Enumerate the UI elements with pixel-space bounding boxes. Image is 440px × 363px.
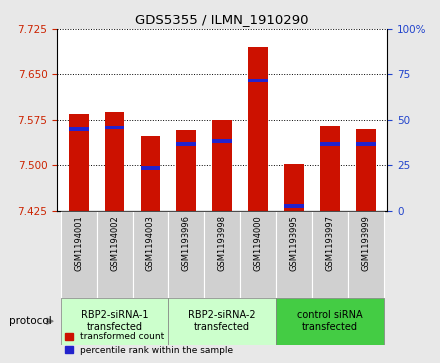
Text: GSM1194002: GSM1194002 [110,215,119,271]
Text: GSM1193997: GSM1193997 [325,215,334,271]
Bar [356,129,376,211]
Bar [141,136,160,211]
Bar [348,211,384,298]
Bar [356,142,376,146]
Bar [213,139,232,143]
Text: GSM1193996: GSM1193996 [182,215,191,271]
Bar [213,120,232,211]
Text: GSM1193995: GSM1193995 [290,215,298,271]
Bar [169,298,276,345]
Bar [69,114,88,211]
Text: GSM1194000: GSM1194000 [253,215,263,271]
Bar [132,211,169,298]
Bar [284,164,304,211]
Bar [61,298,169,345]
Bar [105,112,125,211]
Bar [169,211,204,298]
Bar [284,204,304,208]
Text: RBP2-siRNA-2
transfected: RBP2-siRNA-2 transfected [188,310,256,332]
Bar [248,79,268,82]
Text: control siRNA
transfected: control siRNA transfected [297,310,363,332]
Text: GSM1193999: GSM1193999 [361,215,370,271]
Bar [176,130,196,211]
Bar [204,211,240,298]
Bar [320,126,340,211]
Bar [61,211,97,298]
Text: GSM1194003: GSM1194003 [146,215,155,271]
Bar [240,211,276,298]
Bar [248,47,268,211]
Bar [105,126,125,130]
Text: RBP2-siRNA-1
transfected: RBP2-siRNA-1 transfected [81,310,148,332]
Bar [176,142,196,146]
Bar [97,211,132,298]
Bar [312,211,348,298]
Text: GSM1193998: GSM1193998 [218,215,227,271]
Bar [141,166,160,170]
Text: GSM1194001: GSM1194001 [74,215,83,271]
Bar [276,211,312,298]
Bar [69,127,88,131]
Text: protocol: protocol [9,316,51,326]
Bar [320,142,340,146]
Bar [276,298,384,345]
Title: GDS5355 / ILMN_1910290: GDS5355 / ILMN_1910290 [136,13,309,26]
Legend: transformed count, percentile rank within the sample: transformed count, percentile rank withi… [62,329,237,359]
